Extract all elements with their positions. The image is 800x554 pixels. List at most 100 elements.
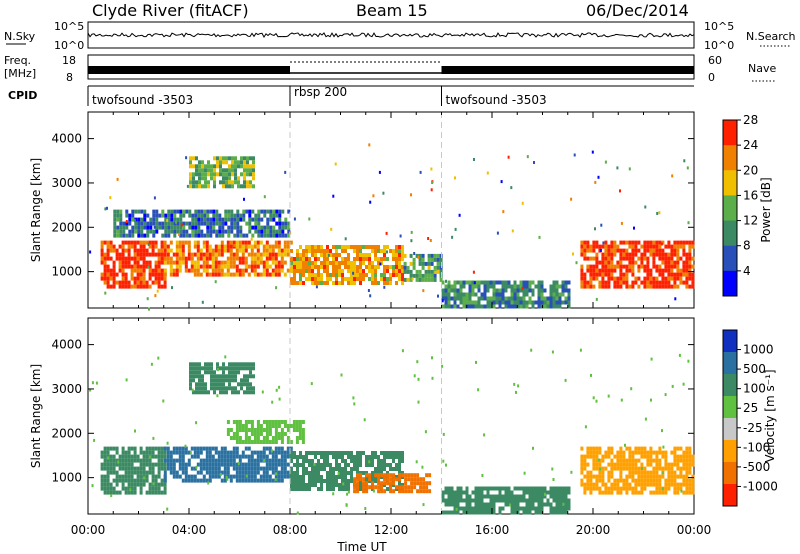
- range-gate-cell: [676, 248, 680, 253]
- beam-title: Beam 15: [356, 1, 428, 20]
- range-gate-cell: [418, 257, 422, 262]
- range-gate-cell: [561, 292, 565, 297]
- range-gate-cell: [664, 458, 668, 463]
- range-gate-cell: [658, 244, 662, 249]
- range-gate-cell: [564, 296, 568, 301]
- range-gate-cell: [549, 284, 553, 289]
- range-gate-cell: [219, 382, 222, 387]
- range-gate-cell: [383, 459, 386, 463]
- range-gate-cell: [386, 455, 389, 459]
- range-gate-cell: [422, 481, 426, 486]
- range-gate-cell: [501, 506, 505, 511]
- range-gate-cell: [350, 467, 353, 471]
- range-gate-cell: [640, 482, 644, 487]
- range-gate-cell: [682, 458, 686, 463]
- range-gate-cell: [326, 281, 329, 285]
- range-gate-cell: [552, 288, 556, 293]
- range-gate-cell: [198, 370, 201, 375]
- range-gate-cell: [602, 241, 605, 245]
- range-gate-cell: [601, 458, 605, 463]
- range-gate-cell: [216, 164, 219, 169]
- range-gate-cell: [127, 244, 131, 249]
- range-gate-cell: [157, 450, 161, 455]
- range-gate-cell: [157, 454, 161, 459]
- range-gate-cell: [661, 260, 665, 265]
- range-gate-cell: [145, 454, 149, 459]
- range-gate-cell: [383, 455, 386, 459]
- range-gate-cell: [332, 257, 335, 261]
- range-gate-cell: [286, 440, 290, 444]
- range-gate-cell: [555, 296, 559, 301]
- range-gate-cell: [283, 466, 287, 471]
- range-gate-cell: [607, 446, 611, 451]
- range-gate-cell: [100, 482, 104, 487]
- range-gate-cell: [195, 362, 198, 367]
- range-gate-cell: [232, 454, 236, 459]
- range-gate-cell: [465, 296, 469, 301]
- range-gate-cell: [444, 288, 448, 293]
- range-gate-cell: [109, 458, 113, 463]
- range-gate-cell: [157, 252, 161, 257]
- range-gate-cell: [189, 451, 192, 455]
- range-gate-cell: [127, 264, 131, 269]
- range-gate-cell: [295, 436, 299, 440]
- range-gate-cell: [220, 268, 224, 273]
- range-gate-cell: [486, 300, 490, 305]
- range-gate-cell: [595, 252, 599, 257]
- range-gate-cell: [652, 470, 656, 475]
- range-gate-cell: [453, 300, 457, 305]
- nsearch-label: N.Search: [746, 30, 796, 43]
- range-gate-cell: [424, 430, 427, 434]
- range-gate-cell: [610, 240, 614, 245]
- range-gate-cell: [646, 470, 650, 475]
- range-gate-cell: [235, 420, 239, 424]
- range-gate-cell: [260, 233, 264, 238]
- range-gate-cell: [157, 482, 161, 487]
- range-gate-cell: [121, 260, 125, 265]
- range-gate-cell: [139, 462, 143, 467]
- range-gate-cell: [410, 485, 414, 490]
- range-gate-cell: [296, 463, 299, 467]
- range-gate-cell: [540, 498, 544, 503]
- range-gate-cell: [447, 288, 451, 293]
- range-gate-cell: [631, 478, 635, 483]
- range-gate-cell: [537, 498, 541, 503]
- range-gate-cell: [359, 451, 362, 455]
- range-gate-cell: [229, 478, 233, 483]
- range-gate-cell: [392, 473, 396, 478]
- range-gate-cell: [308, 471, 311, 475]
- range-gate-cell: [685, 486, 689, 491]
- range-gate-cell: [178, 474, 182, 479]
- range-gate-cell: [308, 277, 311, 281]
- range-gate-cell: [652, 482, 656, 487]
- range-gate-cell: [564, 284, 568, 289]
- range-gate-cell: [477, 280, 481, 285]
- range-gate-cell: [643, 446, 647, 451]
- range-gate-cell: [109, 244, 113, 249]
- range-gate-cell: [395, 245, 398, 249]
- range-gate-cell: [537, 288, 541, 293]
- range-gate-cell: [191, 225, 195, 230]
- range-gate-cell: [299, 479, 302, 483]
- velocity-heatmap: [89, 348, 695, 515]
- range-gate-cell: [667, 272, 671, 277]
- range-gate-cell: [567, 490, 571, 495]
- range-gate-cell: [598, 474, 602, 479]
- range-gate-cell: [688, 482, 692, 487]
- range-gate-cell: [248, 225, 252, 230]
- range-gate-cell: [109, 466, 113, 471]
- range-gate-cell: [137, 221, 141, 226]
- range-gate-cell: [298, 432, 302, 436]
- range-gate-cell: [335, 479, 338, 483]
- range-gate-cell: [344, 237, 347, 241]
- range-gate-cell: [240, 386, 243, 391]
- range-gate-cell: [287, 229, 291, 234]
- range-gate-cell: [241, 248, 245, 253]
- range-gate-cell: [274, 450, 278, 455]
- range-gate-cell: [163, 248, 167, 253]
- range-gate-cell: [115, 446, 119, 451]
- range-gate-cell: [320, 475, 323, 479]
- range-gate-cell: [299, 463, 302, 467]
- range-gate-cell: [148, 450, 152, 455]
- range-gate-cell: [299, 277, 302, 281]
